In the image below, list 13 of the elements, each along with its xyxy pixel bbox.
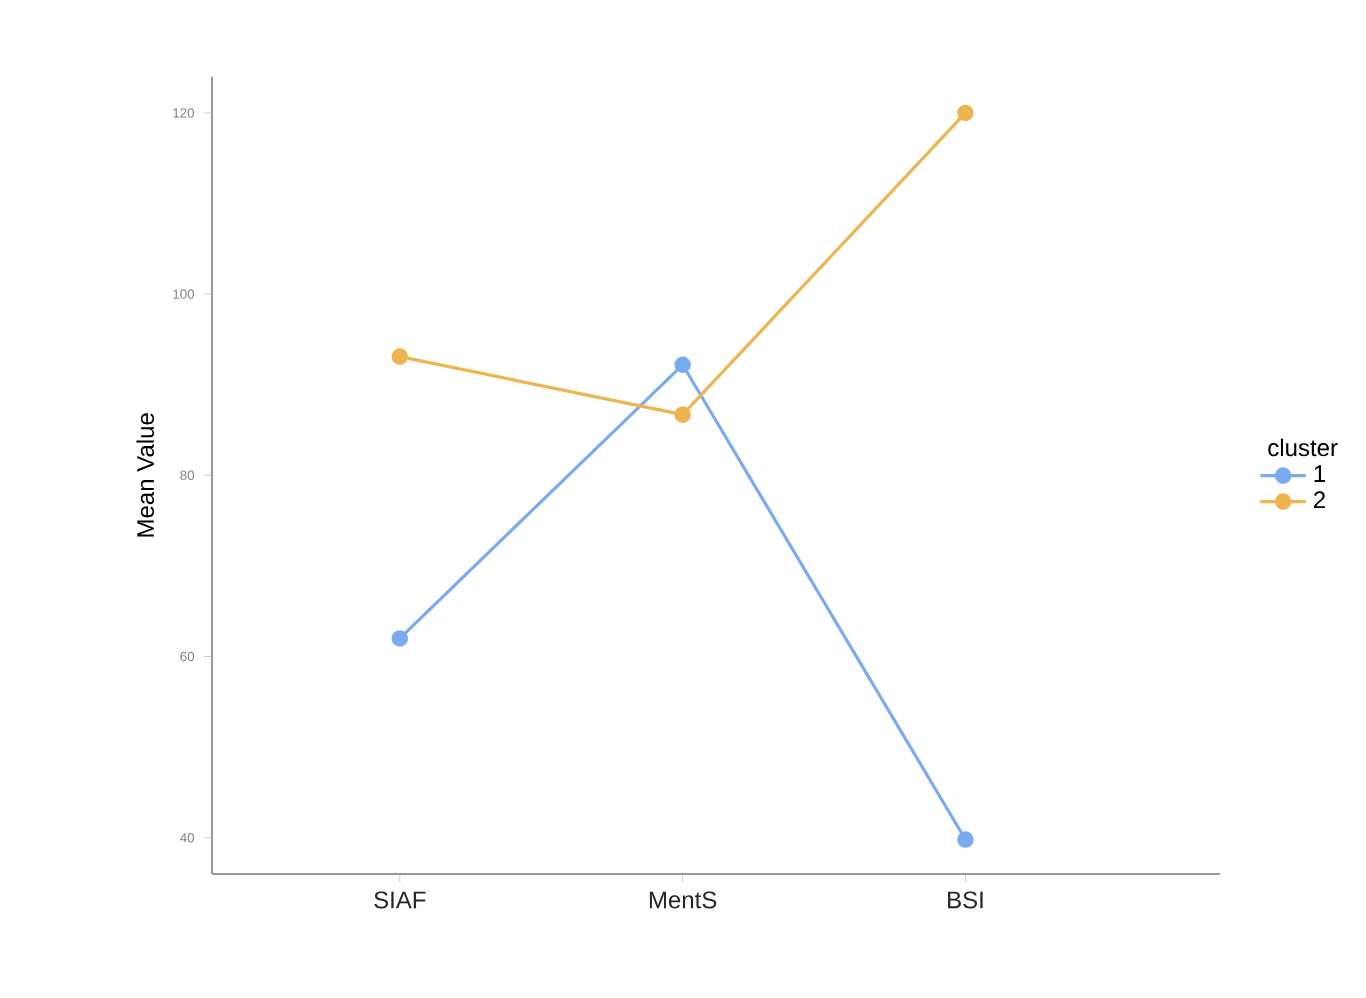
point (674, 356, 691, 374)
legend-label: 2 (1314, 491, 1325, 508)
x-tick-label: BSI (948, 891, 983, 909)
point (957, 831, 974, 848)
point (674, 406, 691, 423)
legend-title: cluster (1268, 438, 1338, 457)
legend-label: 1 (1314, 465, 1325, 482)
y-axis-title: Mean Value (136, 413, 155, 537)
point (391, 348, 409, 365)
x-tick-label: SIAF (374, 891, 426, 909)
point (957, 104, 974, 122)
point (391, 630, 409, 647)
x-tick-label: MentS (649, 891, 717, 909)
